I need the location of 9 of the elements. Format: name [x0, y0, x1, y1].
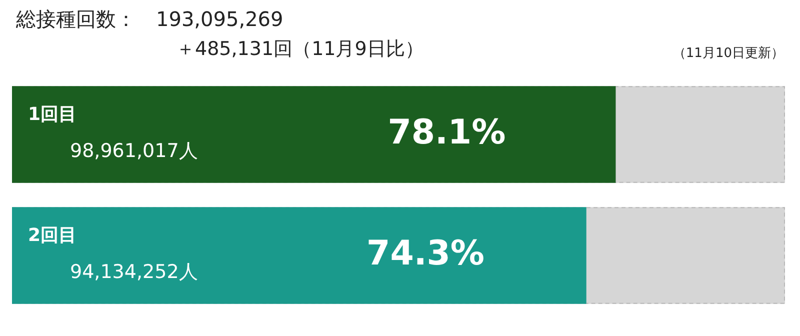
data-label: 74.3%: [366, 233, 485, 274]
y-tick-label: 2回目: [28, 224, 77, 246]
annotation: （11月10日更新）: [672, 45, 784, 62]
chart-title: 総接種回数： 193,095,269: [16, 6, 284, 33]
data-label: 78.1%: [388, 112, 506, 152]
chart-subtitle: ＋485,131回（11月9日比）: [176, 37, 424, 62]
y-tick-label: 1回目: [28, 104, 77, 125]
annotation: 98,961,017人: [70, 140, 198, 162]
annotation: 94,134,252人: [70, 260, 198, 283]
